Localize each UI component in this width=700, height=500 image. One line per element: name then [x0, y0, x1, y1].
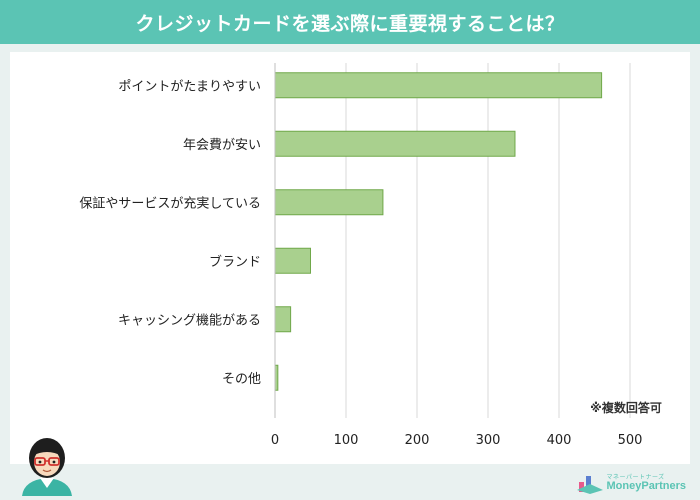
bar	[274, 247, 311, 274]
logo-icon	[576, 476, 603, 494]
category-label: ブランド	[209, 254, 261, 270]
category-label: 年会費が安い	[183, 138, 261, 153]
category-label: その他	[222, 372, 261, 387]
x-tick-label: 500	[618, 433, 643, 448]
bar	[274, 306, 292, 333]
multiple-answer-note: ※複数回答可	[590, 400, 662, 415]
category-label: ポイントがたまりやすい	[118, 79, 261, 94]
x-tick-label: 100	[334, 433, 359, 448]
money-partners-logo: マネーパートナーズ MoneyPartners	[576, 470, 686, 496]
category-labels: ポイントがたまりやすい年会費が安い保証やサービスが充実しているブランドキャッシン…	[79, 79, 261, 387]
x-tick-label: 400	[547, 433, 572, 448]
chart-title: クレジットカードを選ぶ際に重要視することは？	[135, 12, 565, 35]
category-label: キャッシング機能がある	[118, 313, 261, 328]
character-illustration	[22, 438, 72, 496]
chart-panel	[10, 52, 690, 464]
logo-small-text: マネーパートナーズ	[606, 473, 665, 481]
x-tick-label: 300	[476, 433, 501, 448]
bar	[274, 130, 516, 157]
category-label: 保証やサービスが充実している	[79, 195, 261, 211]
x-tick-label: 200	[405, 433, 430, 448]
logo-name: MoneyPartners	[606, 479, 686, 492]
x-tick-label: 0	[271, 433, 279, 448]
bar	[274, 189, 384, 216]
x-tick-labels: 0 100 200 300 400 500	[271, 433, 643, 448]
bars	[274, 72, 603, 391]
chart-title-banner: クレジットカードを選ぶ際に重要視することは？	[0, 0, 700, 44]
grid-lines	[345, 63, 631, 418]
bar	[274, 72, 603, 99]
